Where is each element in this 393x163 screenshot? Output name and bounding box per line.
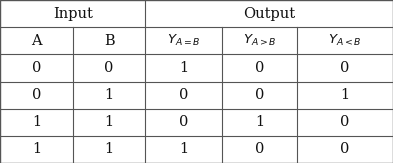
- Text: 1: 1: [32, 115, 41, 129]
- Text: 1: 1: [179, 142, 188, 156]
- Text: 0: 0: [340, 142, 349, 156]
- Text: $Y_{A<B}$: $Y_{A<B}$: [328, 33, 362, 48]
- Text: $Y_{A>B}$: $Y_{A>B}$: [242, 33, 276, 48]
- Text: 0: 0: [340, 115, 349, 129]
- Text: A: A: [31, 34, 42, 48]
- Text: 0: 0: [32, 88, 41, 102]
- Text: 0: 0: [340, 61, 349, 75]
- Text: 1: 1: [340, 88, 349, 102]
- Text: 1: 1: [105, 142, 114, 156]
- Text: Output: Output: [243, 7, 295, 21]
- Text: 0: 0: [255, 61, 264, 75]
- Text: 1: 1: [105, 115, 114, 129]
- Text: 0: 0: [179, 88, 188, 102]
- Text: 0: 0: [255, 88, 264, 102]
- Text: 0: 0: [255, 142, 264, 156]
- Text: Input: Input: [53, 7, 93, 21]
- Text: 1: 1: [255, 115, 264, 129]
- Text: 1: 1: [105, 88, 114, 102]
- Text: B: B: [104, 34, 114, 48]
- Text: 0: 0: [32, 61, 41, 75]
- Text: 1: 1: [179, 61, 188, 75]
- Text: 1: 1: [32, 142, 41, 156]
- Text: $Y_{A=B}$: $Y_{A=B}$: [167, 33, 200, 48]
- Text: 0: 0: [179, 115, 188, 129]
- Text: 0: 0: [105, 61, 114, 75]
